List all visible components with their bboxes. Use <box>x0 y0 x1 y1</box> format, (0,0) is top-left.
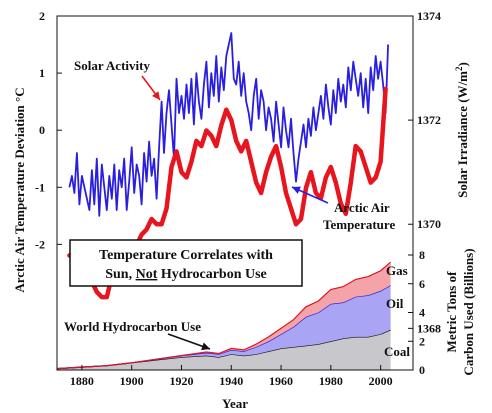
y-right-top-tick-label: 1370 <box>417 217 441 231</box>
label-coal: Coal <box>384 344 410 359</box>
annotation-hydrocarbon: World Hydrocarbon Use <box>64 319 201 334</box>
x-tick-label: 2000 <box>369 374 393 388</box>
y-left-tick-label: -2 <box>35 237 45 251</box>
callout-line2: Sun, Not Hydrocarbon Use <box>105 267 267 282</box>
annotation-solar-activity: Solar Activity <box>74 58 150 73</box>
x-tick-label: 1940 <box>219 374 243 388</box>
y-right-top-label-sup: 2 <box>454 66 464 71</box>
annotation-arctic-line2: Temperature <box>323 217 395 232</box>
callout-line2-b: Not <box>136 267 158 282</box>
label-gas: Gas <box>386 263 408 278</box>
arrow-arctic-head <box>292 186 301 194</box>
callout-line2-c: Hydrocarbon Use <box>157 267 266 282</box>
annotation-arctic-line1: Arctic Air <box>334 200 390 215</box>
callout-box <box>69 239 303 287</box>
y-right-top-tick-label: 1368 <box>417 321 441 335</box>
area-edge-gas <box>56 261 391 370</box>
x-tick-label: 1920 <box>169 374 193 388</box>
y-left-tick-label: 2 <box>39 9 45 23</box>
y-left-tick-label: 1 <box>39 66 45 80</box>
x-tick-label: 1900 <box>120 374 144 388</box>
area-oil <box>57 285 391 369</box>
x-tick-label: 1980 <box>319 374 343 388</box>
y-right-bottom-tick-label: 6 <box>419 277 425 291</box>
x-tick-label: 1880 <box>70 374 94 388</box>
y-right-top-tick-label: 1372 <box>417 113 441 127</box>
y-left-tick-label: -1 <box>35 180 45 194</box>
callout-line2-a: Sun, <box>105 267 135 282</box>
y-right-top-label-main: Solar Irradiance (W/m <box>455 71 470 198</box>
y-right-bottom-tick-label: 8 <box>419 248 425 262</box>
y-right-top-axis-label: Solar Irradiance (W/m2) <box>454 62 470 198</box>
plot-frame <box>56 15 414 371</box>
y-right-top-tick-label: 1374 <box>417 9 441 23</box>
y-right-bottom-tick-label: 4 <box>419 306 425 320</box>
y-right-bottom-axis-label-2: Carbon Used (Billions) <box>461 248 476 375</box>
y-right-bottom-axis-label-1: Metric Tons of <box>444 271 459 353</box>
x-tick-label: 1960 <box>269 374 293 388</box>
label-oil: Oil <box>386 296 404 311</box>
arrow-hydrocarbon-head <box>201 342 210 351</box>
y-right-bottom-tick-label: 2 <box>419 334 425 348</box>
y-left-tick-label: 0 <box>39 123 45 137</box>
area-coal <box>57 329 391 370</box>
y-left-axis-label: Arctic Air Temperature Deviation °C <box>12 87 27 292</box>
y-right-top-label-end: ) <box>455 62 470 66</box>
arrow-solar-head <box>152 91 160 100</box>
series-line-arctic-temperature <box>68 32 389 217</box>
callout-line1: Temperature Correlates with <box>99 248 273 263</box>
x-axis-label: Year <box>222 396 248 411</box>
y-right-bottom-tick-label: 0 <box>419 363 425 377</box>
